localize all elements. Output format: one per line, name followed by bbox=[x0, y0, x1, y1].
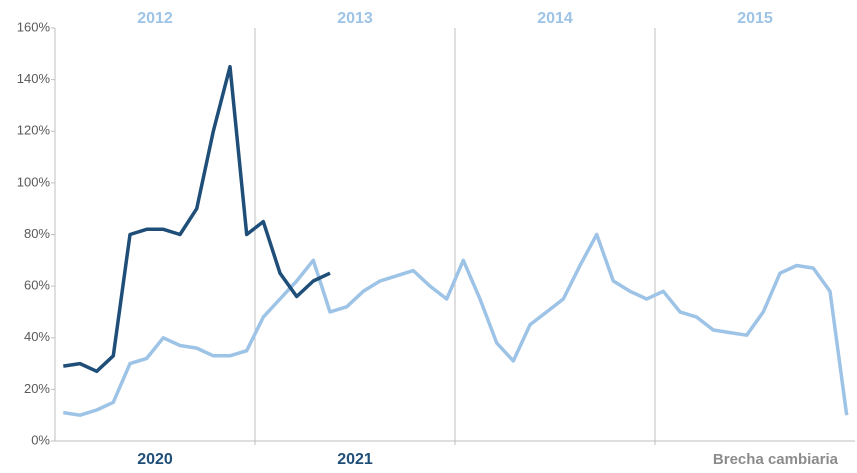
y-tick-label: 80% bbox=[24, 226, 50, 241]
top-year-label: 2014 bbox=[537, 10, 573, 27]
bottom-year-label: 2021 bbox=[337, 451, 373, 468]
top-year-label: 2015 bbox=[737, 10, 773, 27]
y-tick-label: 160% bbox=[17, 19, 51, 34]
y-tick-label: 120% bbox=[17, 123, 51, 138]
top-year-label: 2013 bbox=[337, 10, 373, 27]
y-tick-label: 60% bbox=[24, 278, 50, 293]
annotation: Brecha cambiaria bbox=[713, 451, 839, 468]
y-tick-label: 140% bbox=[17, 71, 51, 86]
y-tick-label: 20% bbox=[24, 381, 50, 396]
y-tick-label: 0% bbox=[31, 432, 50, 447]
bottom-year-label: 2020 bbox=[137, 451, 173, 468]
top-year-label: 2012 bbox=[137, 10, 173, 27]
series-line bbox=[63, 64, 331, 374]
y-tick-label: 100% bbox=[17, 174, 51, 189]
series-line bbox=[63, 232, 849, 417]
y-tick-label: 40% bbox=[24, 329, 50, 344]
